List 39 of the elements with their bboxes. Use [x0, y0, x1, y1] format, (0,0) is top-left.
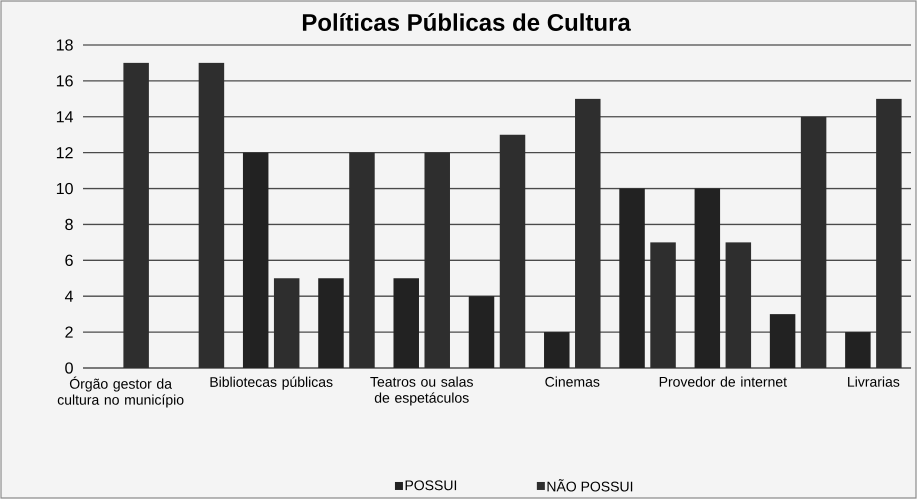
- x-tick-label: Provedor de internet: [660, 376, 787, 387]
- y-tick-label: 14: [56, 111, 74, 122]
- bar: [619, 188, 645, 368]
- bar: [800, 116, 826, 368]
- x-tick-label: Livrarias: [848, 376, 900, 387]
- x-tick-label: Órgão gestor da cultura no município: [58, 376, 184, 408]
- bar: [274, 278, 300, 368]
- bar: [468, 296, 494, 368]
- y-tick-label: 12: [56, 147, 73, 158]
- bar: [770, 314, 796, 368]
- bar: [424, 152, 450, 368]
- bar: [876, 98, 902, 368]
- bar: [845, 332, 871, 368]
- y-tick-label: 10: [56, 182, 73, 194]
- y-tick-label: 4: [64, 290, 74, 302]
- bar: [318, 278, 344, 368]
- x-tick-label: Cinemas: [545, 376, 600, 387]
- y-tick-label: 6: [65, 254, 73, 266]
- legend-label: POSSUI: [406, 480, 456, 490]
- bar: [575, 98, 601, 368]
- legend-label: NÃO POSSUI: [548, 479, 632, 492]
- bar: [393, 278, 419, 368]
- y-tick-label: 18: [56, 39, 73, 51]
- bar: [500, 134, 526, 368]
- y-tick-label: 0: [65, 362, 73, 374]
- y-tick-label: 8: [65, 218, 73, 230]
- y-tick-label: 2: [65, 326, 73, 338]
- bar: [694, 188, 720, 368]
- bar: [726, 242, 752, 368]
- bar: [198, 62, 224, 368]
- bar: [544, 332, 570, 368]
- chart-title: Políticas Públicas de Cultura: [302, 13, 631, 31]
- bar: [650, 242, 676, 368]
- x-tick-label: Bibliotecas públicas: [210, 376, 333, 390]
- bar: [123, 62, 149, 368]
- bar: [242, 152, 268, 368]
- x-tick-label: Teatros ou salas de espetáculos: [370, 376, 473, 406]
- bar: [349, 152, 375, 368]
- y-tick-label: 16: [56, 75, 73, 87]
